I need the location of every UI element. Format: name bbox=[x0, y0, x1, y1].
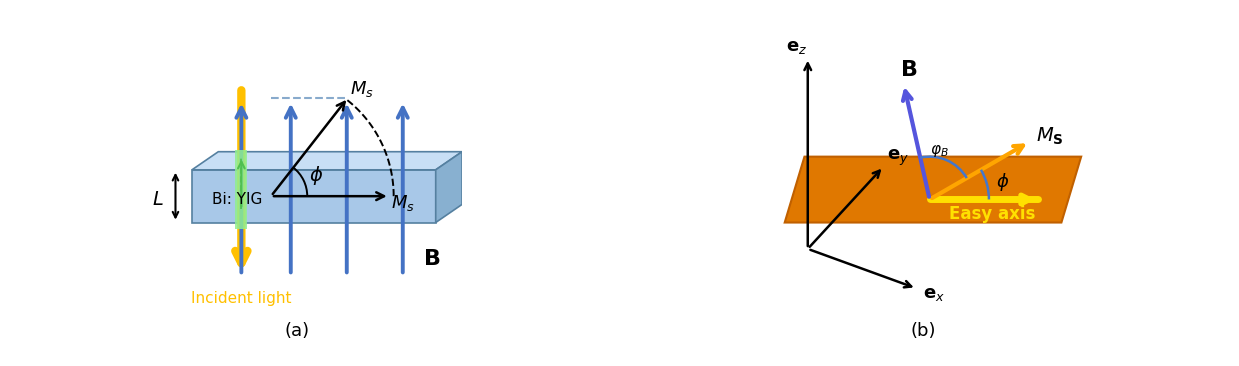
Text: $\mathbf{B}$: $\mathbf{B}$ bbox=[901, 60, 918, 80]
Text: $\mathbf{e}_z$: $\mathbf{e}_z$ bbox=[787, 38, 808, 56]
Text: Easy axis: Easy axis bbox=[949, 205, 1036, 223]
Text: $\mathbf{e}_x$: $\mathbf{e}_x$ bbox=[923, 285, 945, 303]
Polygon shape bbox=[436, 152, 462, 223]
Text: (a): (a) bbox=[285, 322, 310, 340]
Text: (b): (b) bbox=[911, 322, 935, 340]
Text: $\phi$: $\phi$ bbox=[310, 164, 323, 187]
Bar bbox=[235, 150, 248, 229]
Text: $M_s$: $M_s$ bbox=[349, 79, 374, 99]
Text: $L$: $L$ bbox=[151, 190, 164, 209]
Text: $M_s$: $M_s$ bbox=[392, 193, 415, 213]
Text: $\phi$: $\phi$ bbox=[996, 171, 1010, 193]
Text: $\mathbf{B}$: $\mathbf{B}$ bbox=[422, 249, 440, 269]
Text: Incident light: Incident light bbox=[191, 291, 291, 306]
Text: $\it{M}_\mathregular{S}$: $\it{M}_\mathregular{S}$ bbox=[1036, 126, 1064, 147]
Polygon shape bbox=[192, 152, 462, 170]
Polygon shape bbox=[192, 170, 436, 223]
Polygon shape bbox=[784, 157, 1082, 223]
Text: $\mathbf{e}_y$: $\mathbf{e}_y$ bbox=[887, 148, 909, 168]
Text: Bi: YIG: Bi: YIG bbox=[212, 192, 263, 207]
Text: $\varphi_B$: $\varphi_B$ bbox=[930, 143, 949, 159]
